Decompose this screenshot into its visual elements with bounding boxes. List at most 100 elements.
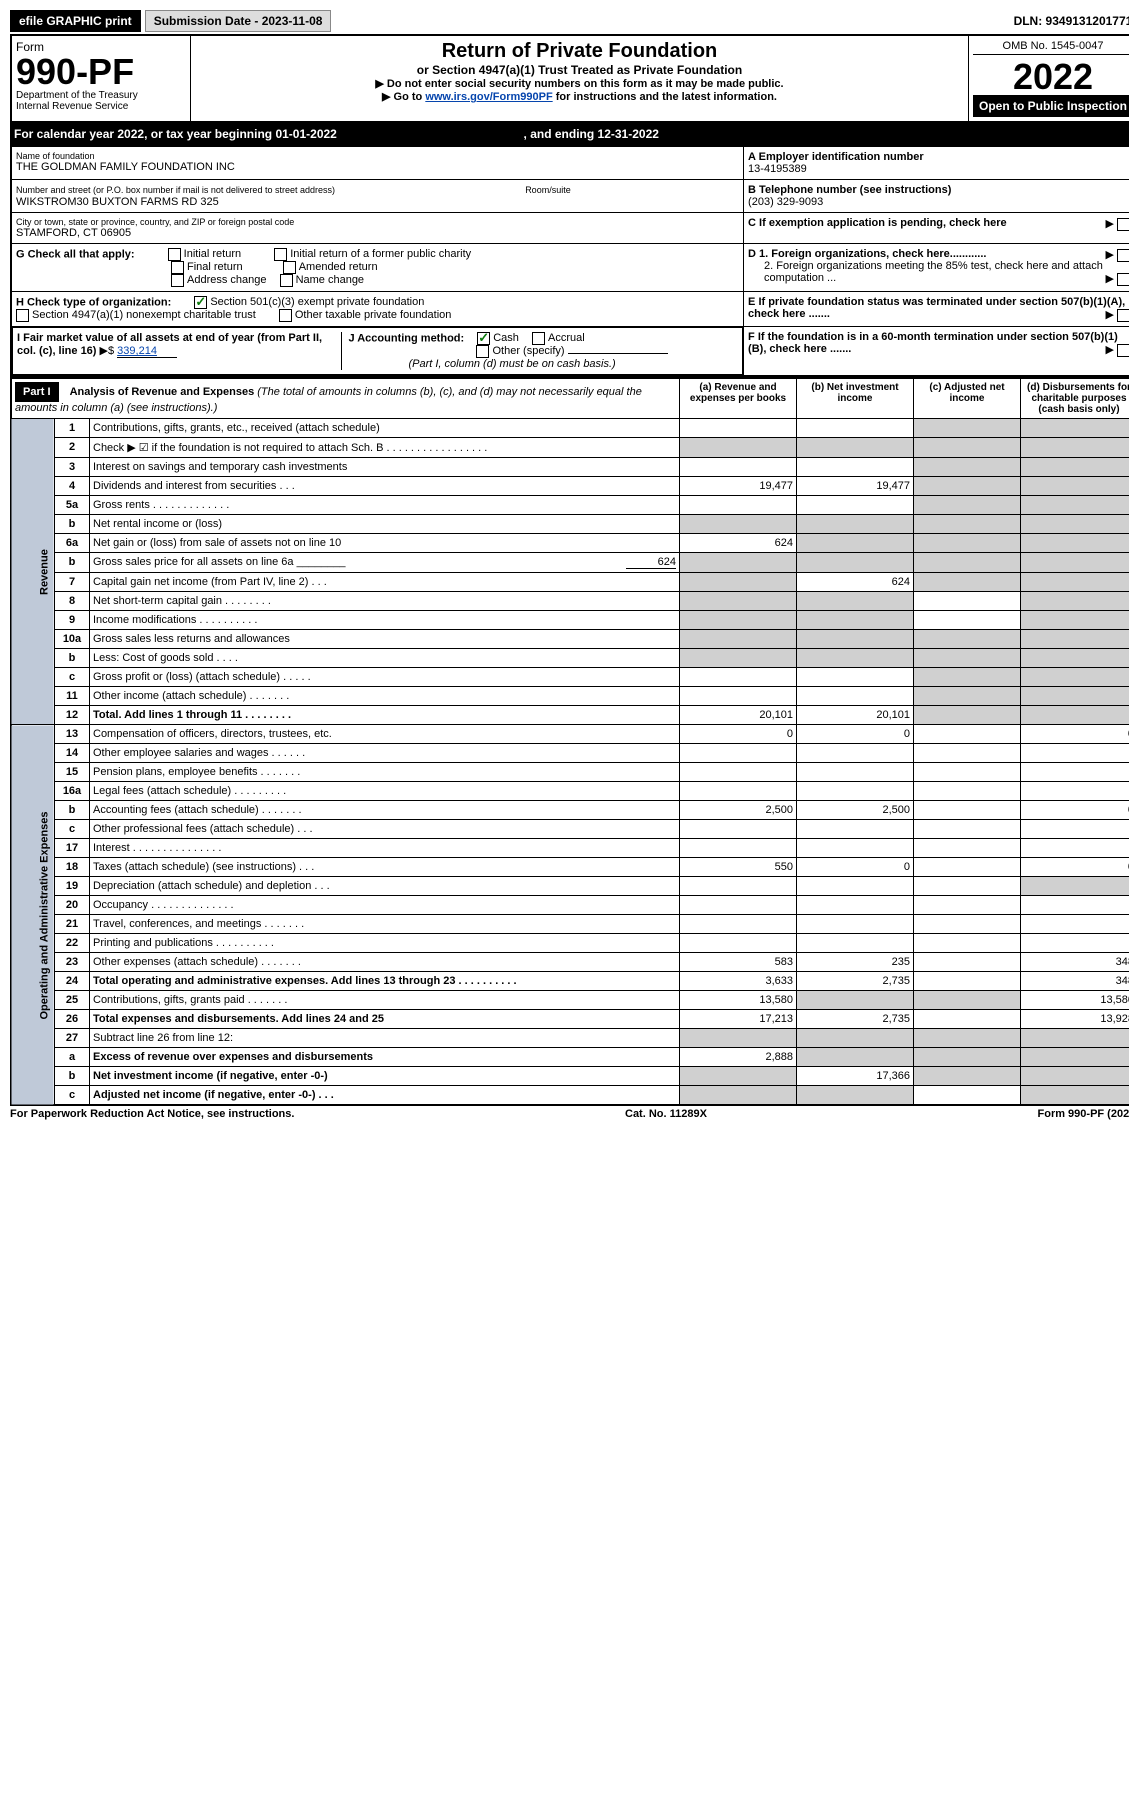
g-label: G Check all that apply:	[16, 248, 135, 260]
g-amended-checkbox[interactable]	[283, 261, 296, 274]
cell-c	[914, 630, 1021, 649]
name-label: Name of foundation	[16, 151, 739, 161]
e-checkbox[interactable]	[1117, 309, 1129, 322]
cell-c	[914, 725, 1021, 744]
cell-a	[680, 496, 797, 515]
cell-c	[914, 763, 1021, 782]
cell-b	[797, 915, 914, 934]
row-desc: Check ▶ ☑ if the foundation is not requi…	[90, 438, 680, 458]
efile-button[interactable]: efile GRAPHIC print	[10, 10, 141, 32]
f-checkbox[interactable]	[1117, 344, 1129, 357]
g-i1: Initial return	[184, 248, 241, 260]
cell-d	[1021, 458, 1129, 477]
row-num: 26	[55, 1010, 90, 1029]
row-desc: Travel, conferences, and meetings . . . …	[90, 915, 680, 934]
part1-head: Analysis of Revenue and Expenses	[70, 386, 258, 398]
cell-d	[1021, 419, 1129, 438]
cell-a	[680, 668, 797, 687]
irs-link[interactable]: www.irs.gov/Form990PF	[425, 91, 552, 103]
cell-a	[680, 419, 797, 438]
part1-table: Part I Analysis of Revenue and Expenses …	[10, 377, 1129, 1106]
cell-b: 624	[797, 573, 914, 592]
j-other-checkbox[interactable]	[476, 345, 489, 358]
col-d-header: (d) Disbursements for charitable purpose…	[1021, 378, 1129, 419]
j-accrual-checkbox[interactable]	[532, 332, 545, 345]
d1-checkbox[interactable]	[1117, 249, 1129, 262]
g-address-checkbox[interactable]	[171, 274, 184, 287]
j-cash-checkbox[interactable]	[477, 332, 490, 345]
row-desc: Compensation of officers, directors, tru…	[90, 725, 680, 744]
g-i6: Name change	[296, 274, 365, 286]
cell-b	[797, 1029, 914, 1048]
cell-a: 19,477	[680, 477, 797, 496]
g-final-checkbox[interactable]	[171, 261, 184, 274]
cell-c	[914, 706, 1021, 725]
h-501c3-checkbox[interactable]	[194, 296, 207, 309]
row-num: 20	[55, 896, 90, 915]
row-desc: Other expenses (attach schedule) . . . .…	[90, 953, 680, 972]
addr-row: Number and street (or P.O. box number if…	[16, 184, 739, 196]
cell-d	[1021, 573, 1129, 592]
row-desc: Gross profit or (loss) (attach schedule)…	[90, 668, 680, 687]
cell-c	[914, 687, 1021, 706]
cell-a	[680, 649, 797, 668]
foot-left: For Paperwork Reduction Act Notice, see …	[10, 1108, 294, 1120]
cell-b	[797, 991, 914, 1010]
g-former-checkbox[interactable]	[274, 248, 287, 261]
h-4947-checkbox[interactable]	[16, 309, 29, 322]
row-desc: Net short-term capital gain . . . . . . …	[90, 592, 680, 611]
cell-b	[797, 649, 914, 668]
cell-d	[1021, 744, 1129, 763]
cell-c	[914, 915, 1021, 934]
row-num: 5a	[55, 496, 90, 515]
col-b-header: (b) Net investment income	[797, 378, 914, 419]
tel-label: B Telephone number (see instructions)	[748, 184, 1129, 196]
cell-b: 17,366	[797, 1067, 914, 1086]
row-desc: Contributions, gifts, grants, etc., rece…	[90, 419, 680, 438]
cell-b: 19,477	[797, 477, 914, 496]
row-num: 13	[55, 725, 90, 744]
cell-c	[914, 896, 1021, 915]
row-desc: Depreciation (attach schedule) and deple…	[90, 877, 680, 896]
cal-begin: 01-01-2022	[275, 127, 336, 141]
i-value-link[interactable]: 339,214	[117, 345, 177, 358]
cal-end: 12-31-2022	[598, 127, 659, 141]
c-checkbox[interactable]	[1117, 218, 1129, 231]
cell-c	[914, 477, 1021, 496]
note2-wrap: ▶ Go to www.irs.gov/Form990PF for instru…	[195, 90, 964, 103]
j-cash: Cash	[493, 332, 519, 344]
cell-c	[914, 801, 1021, 820]
row-num: b	[55, 553, 90, 573]
cell-d	[1021, 553, 1129, 573]
row-num: 6a	[55, 534, 90, 553]
cell-d	[1021, 820, 1129, 839]
cell-d	[1021, 649, 1129, 668]
j-note: (Part I, column (d) must be on cash basi…	[408, 358, 615, 370]
g-i4: Amended return	[299, 261, 378, 273]
cell-d	[1021, 534, 1129, 553]
addr-value: WIKSTROM30 BUXTON FARMS RD 325	[16, 196, 739, 208]
cell-c	[914, 592, 1021, 611]
submission-date-button[interactable]: Submission Date - 2023-11-08	[145, 10, 332, 32]
cell-a: 2,888	[680, 1048, 797, 1067]
row-num: b	[55, 801, 90, 820]
cell-a: 13,580	[680, 991, 797, 1010]
h-other-checkbox[interactable]	[279, 309, 292, 322]
h-o2: Section 4947(a)(1) nonexempt charitable …	[32, 309, 256, 321]
cell-a: 20,101	[680, 706, 797, 725]
h-label: H Check type of organization:	[16, 296, 171, 308]
cell-b	[797, 515, 914, 534]
row-num: 3	[55, 458, 90, 477]
row-num: 22	[55, 934, 90, 953]
d2-checkbox[interactable]	[1117, 273, 1129, 286]
cell-b	[797, 763, 914, 782]
row-num: 14	[55, 744, 90, 763]
g-i3: Final return	[187, 261, 243, 273]
g-name-checkbox[interactable]	[280, 274, 293, 287]
cell-c	[914, 1067, 1021, 1086]
cell-d	[1021, 915, 1129, 934]
g-initial-checkbox[interactable]	[168, 248, 181, 261]
cell-a	[680, 763, 797, 782]
d2-text: 2. Foreign organizations meeting the 85%…	[764, 260, 1103, 284]
cell-a: 624	[680, 534, 797, 553]
